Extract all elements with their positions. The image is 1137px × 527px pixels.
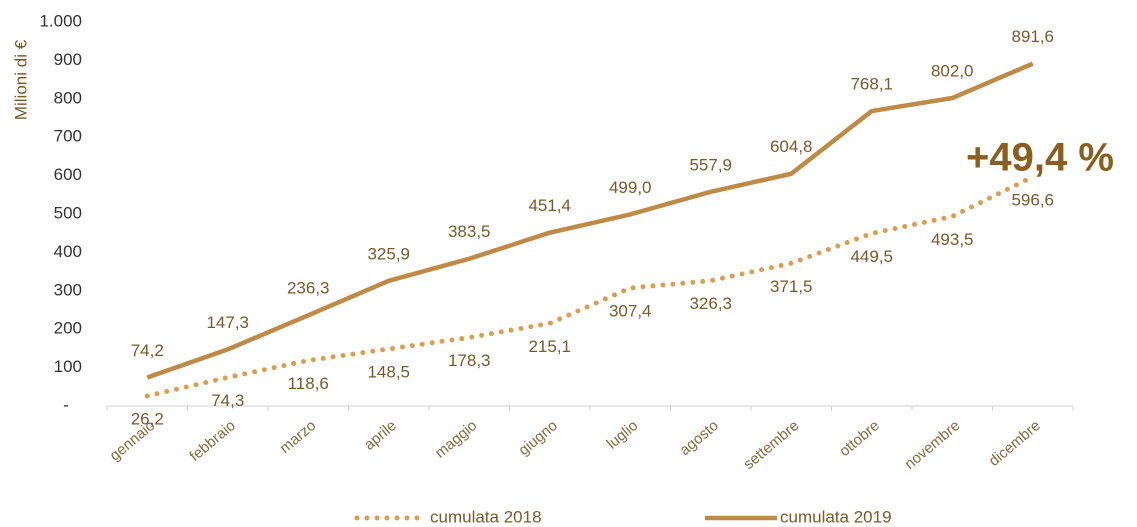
data-label: 325,9 (367, 244, 410, 263)
y-tick-label: 100 (54, 357, 82, 376)
data-label: 326,3 (689, 294, 732, 313)
data-label: 604,8 (770, 137, 813, 156)
series-line (146, 61, 1034, 380)
y-tick-label: 1.000 (39, 11, 82, 30)
y-tick-label: 700 (54, 127, 82, 146)
x-tick-label: maggio (432, 417, 481, 462)
data-label: 383,5 (448, 222, 491, 241)
data-label: 451,4 (528, 196, 571, 215)
x-tick-label: luglio (604, 417, 642, 453)
x-tick-label: marzo (277, 417, 320, 457)
legend-label: cumulata 2019 (780, 507, 892, 526)
data-label: 802,0 (931, 62, 974, 81)
x-tick-label: aprile (361, 417, 400, 454)
data-label: 26,2 (131, 409, 164, 428)
x-tick-label: settembre (740, 417, 802, 473)
data-label: 307,4 (609, 301, 652, 320)
data-label: 236,3 (287, 279, 330, 298)
data-label: 74,2 (131, 341, 164, 360)
data-label: 371,5 (770, 277, 813, 296)
data-label: 178,3 (448, 351, 491, 370)
x-tick-label: dicembre (986, 417, 1044, 470)
series-line (144, 174, 1036, 399)
y-tick-label: 400 (54, 242, 82, 261)
x-tick-label: agosto (676, 417, 721, 459)
data-label: 499,0 (609, 178, 652, 197)
data-label: 596,6 (1011, 190, 1054, 209)
y-axis-label: Milioni di € (11, 39, 30, 120)
y-tick-label: 600 (54, 165, 82, 184)
data-label: 493,5 (931, 230, 974, 249)
data-label: 74,3 (211, 391, 244, 410)
legend-label: cumulata 2018 (430, 507, 542, 526)
data-label: 768,1 (850, 75, 893, 94)
x-tick-label: novembre (901, 417, 963, 473)
data-label: 148,5 (367, 362, 410, 381)
y-tick-label: 800 (54, 88, 82, 107)
annotation: +49,4 % (966, 136, 1114, 180)
data-label: 215,1 (528, 337, 571, 356)
y-tick-label: 200 (54, 319, 82, 338)
x-tick-label: febbraio (186, 417, 238, 465)
y-tick-label: 300 (54, 280, 82, 299)
y-tick-label: 500 (54, 203, 82, 222)
data-label: 557,9 (689, 155, 732, 174)
data-label: 449,5 (850, 247, 893, 266)
y-tick-label: 900 (54, 50, 82, 69)
x-tick-label: giugno (515, 417, 560, 459)
y-tick-label: - (63, 395, 69, 414)
data-label: 118,6 (288, 374, 329, 393)
x-tick-label: ottobre (836, 417, 883, 460)
data-label: 147,3 (206, 313, 249, 332)
data-label: 891,6 (1011, 27, 1054, 46)
